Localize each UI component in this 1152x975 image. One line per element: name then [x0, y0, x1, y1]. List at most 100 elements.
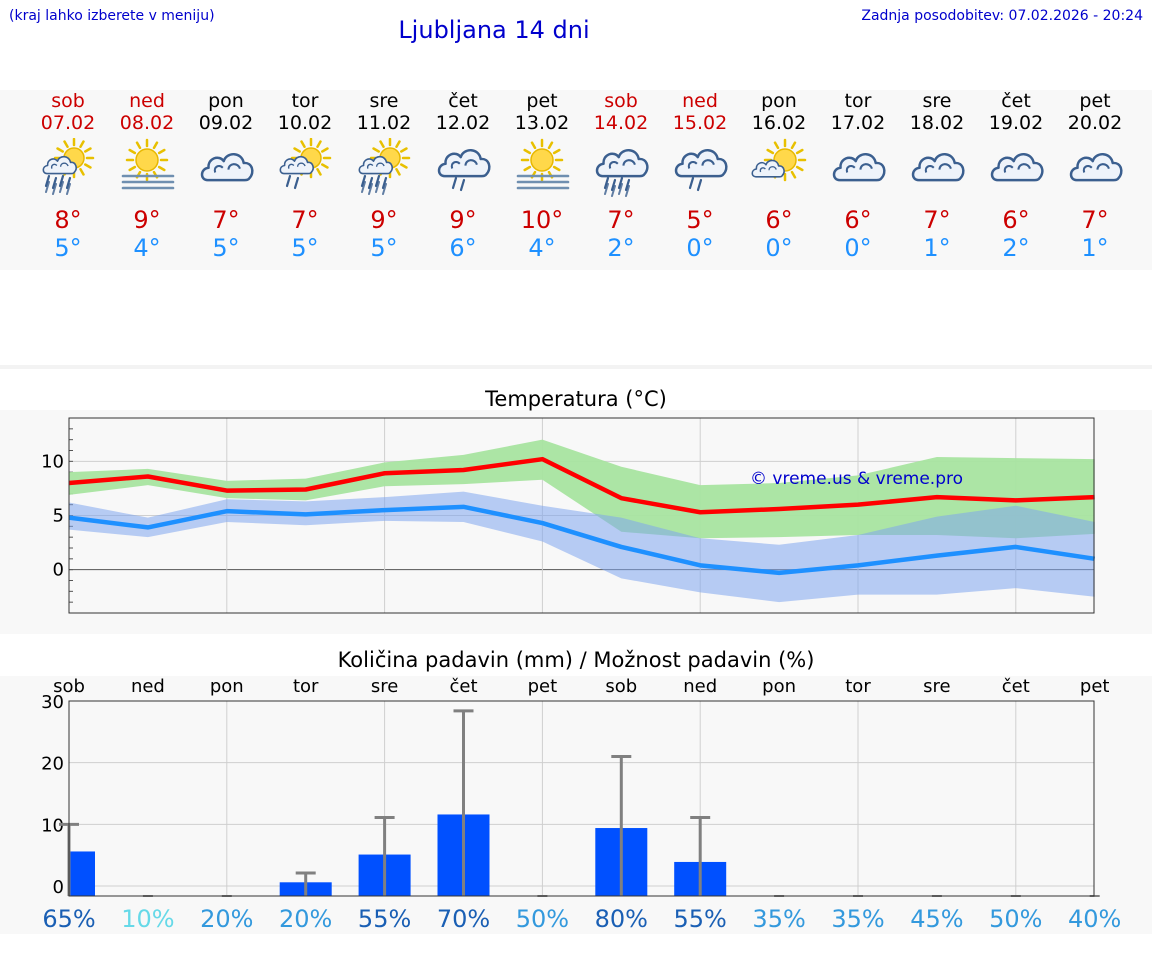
day-column: pon 16.02 6° 0° — [739, 90, 819, 262]
precip-probability: 65% — [42, 905, 95, 933]
day-name: sob — [51, 90, 85, 112]
min-temp-line — [68, 504, 1096, 576]
day-name: pon — [208, 90, 244, 112]
day-date: 07.02 — [40, 112, 96, 134]
day-column: pet 13.02 10° 4° — [502, 90, 582, 262]
precip-probability: 70% — [437, 905, 490, 933]
day-column: čet 12.02 9° 6° — [423, 90, 503, 262]
precip-probability: 20% — [279, 905, 332, 933]
min-temperature: 4° — [528, 234, 556, 262]
precip-probability: 50% — [516, 905, 569, 933]
temp-y-tick-label: 0 — [53, 560, 64, 581]
max-temperature: 8° — [54, 206, 82, 234]
day-name: pet — [1079, 90, 1111, 112]
day-column: sre 18.02 7° 1° — [897, 90, 977, 262]
day-name: ned — [682, 90, 718, 112]
precip-probability: 35% — [752, 905, 805, 933]
prec-plot-frame — [68, 700, 1095, 897]
precip-probability: 55% — [674, 905, 727, 933]
day-column: sre 11.02 9° 5° — [344, 90, 424, 262]
day-name: sre — [369, 90, 399, 112]
day-date: 08.02 — [119, 112, 175, 134]
prec-y-tick-label: 0 — [53, 877, 64, 898]
max-temperature: 10° — [520, 206, 564, 234]
prec-day-label: sre — [923, 676, 950, 697]
temp-y-tick-label: 5 — [53, 506, 64, 527]
day-name: tor — [291, 90, 319, 112]
max-temperature: 6° — [1002, 206, 1030, 234]
prec-day-label: pet — [528, 676, 558, 697]
min-temperature: 0° — [686, 234, 714, 262]
precip-probability: 45% — [910, 905, 963, 933]
min-temperature: 1° — [923, 234, 951, 262]
day-date: 13.02 — [514, 112, 570, 134]
prec-day-label: pon — [210, 676, 244, 697]
min-temperature: 2° — [1002, 234, 1030, 262]
min-temperature: 5° — [54, 234, 82, 262]
day-date: 16.02 — [751, 112, 807, 134]
day-name: pet — [526, 90, 558, 112]
last-update: Zadnja posodobitev: 07.02.2026 - 20:24 — [861, 8, 1143, 24]
section-divider — [0, 365, 1152, 369]
day-column: čet 19.02 6° 2° — [976, 90, 1056, 262]
temp-y-tick-label: 10 — [41, 451, 64, 472]
prec-day-label: ned — [683, 676, 717, 697]
prec-day-label: tor — [293, 676, 319, 697]
prec-day-label: sre — [371, 676, 398, 697]
max-temp-range-band — [69, 439, 1095, 539]
watermark: © vreme.us & vreme.pro — [750, 469, 963, 489]
min-temperature: 2° — [607, 234, 635, 262]
day-date: 12.02 — [435, 112, 491, 134]
sun-fog-icon — [502, 138, 582, 198]
cloud-rain-icon — [581, 138, 661, 198]
precip-probability: 55% — [358, 905, 411, 933]
prec-day-label: čet — [1002, 676, 1030, 697]
day-column: tor 10.02 7° 5° — [265, 90, 345, 262]
precip-bar — [69, 851, 95, 896]
prec-day-label: tor — [845, 676, 871, 697]
sun-cloud-rain-icon — [28, 138, 108, 198]
prec-day-label: pon — [762, 676, 796, 697]
cloud-light-rain-icon — [660, 138, 740, 198]
max-temperature: 7° — [212, 206, 240, 234]
prec-y-tick-label: 30 — [41, 692, 64, 713]
prec-day-label: čet — [449, 676, 477, 697]
day-column: pet 20.02 7° 1° — [1055, 90, 1135, 262]
max-temperature: 7° — [1081, 206, 1109, 234]
max-temp-line — [68, 456, 1095, 515]
prec-day-label: ned — [131, 676, 165, 697]
sun-cloud-icon — [739, 138, 819, 198]
day-name: sre — [922, 90, 952, 112]
max-temperature: 6° — [844, 206, 872, 234]
cloud-icon — [976, 138, 1056, 198]
location-menu-hint[interactable]: (kraj lahko izberete v meniju) — [9, 8, 215, 24]
precip-probability: 40% — [1068, 905, 1121, 933]
day-name: ned — [129, 90, 165, 112]
max-temperature: 7° — [291, 206, 319, 234]
day-column: sob 07.02 8° 5° — [28, 90, 108, 262]
day-column: sob 14.02 7° 2° — [581, 90, 661, 262]
cloud-icon — [897, 138, 977, 198]
day-date: 14.02 — [593, 112, 649, 134]
day-name: sob — [604, 90, 638, 112]
temperature-chart-title: Temperatura (°C) — [485, 387, 667, 411]
max-temperature: 9° — [133, 206, 161, 234]
precipitation-chart-title: Količina padavin (mm) / Možnost padavin … — [337, 648, 815, 672]
page-title: Ljubljana 14 dni — [398, 16, 590, 44]
day-date: 10.02 — [277, 112, 333, 134]
max-temperature: 7° — [607, 206, 635, 234]
min-temperature: 0° — [765, 234, 793, 262]
prec-plot-bg — [69, 701, 1094, 896]
day-date: 19.02 — [988, 112, 1044, 134]
min-temperature: 6° — [449, 234, 477, 262]
day-date: 20.02 — [1067, 112, 1123, 134]
cloud-icon — [818, 138, 898, 198]
day-column: tor 17.02 6° 0° — [818, 90, 898, 262]
day-date: 09.02 — [198, 112, 254, 134]
cloud-light-rain-icon — [423, 138, 503, 198]
precip-probability: 35% — [831, 905, 884, 933]
prec-y-tick-label: 10 — [41, 815, 64, 836]
max-temperature: 9° — [370, 206, 398, 234]
day-date: 18.02 — [909, 112, 965, 134]
prec-day-label: sob — [605, 676, 637, 697]
